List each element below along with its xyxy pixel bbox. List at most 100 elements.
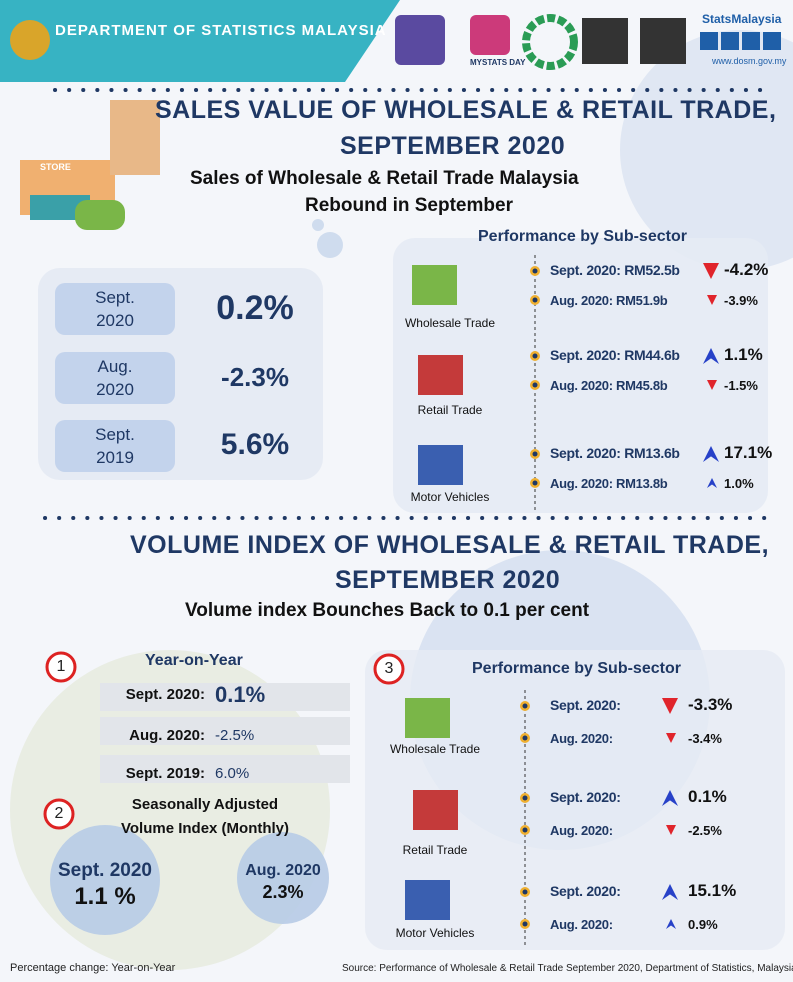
change-value: -3.9%: [724, 293, 758, 308]
trend-arrow: [662, 698, 678, 714]
trend-arrow: [703, 446, 719, 462]
growth-value: 1.1 %: [74, 883, 136, 910]
bullet: [520, 701, 530, 711]
section-title: SALES VALUE OF WHOLESALE & RETAIL TRADE,: [155, 96, 777, 124]
change-value: 17.1%: [724, 443, 773, 462]
change-value: -3.4%: [688, 731, 722, 746]
badge-number: 1: [56, 658, 66, 675]
period-pill: [55, 420, 175, 472]
section-subtitle: Volume index Bounches Back to 0.1 per ce…: [185, 600, 590, 621]
period: Sept.: [95, 425, 135, 444]
row-label: Sept. 2020:: [550, 697, 621, 713]
website: www.dosm.gov.my: [712, 56, 787, 66]
period: Aug.: [97, 357, 133, 376]
badge-number: 2: [54, 805, 64, 822]
number-badge: [43, 798, 75, 830]
row-label: Aug. 2020: RM13.8b: [550, 476, 668, 491]
footnote: Percentage change: Year-on-Year: [10, 962, 176, 974]
panel-heading: Year-on-Year: [145, 652, 243, 669]
bullet: [530, 478, 540, 488]
growth-value: 5.6%: [220, 428, 290, 461]
period-pill: [55, 283, 175, 335]
subsector-name: Motor Vehicles: [410, 490, 490, 504]
store-sign: STORE: [40, 162, 71, 172]
change-value: -1.5%: [724, 378, 758, 393]
bullet: [530, 295, 540, 305]
row-label: Sept. 2020: RM44.6b: [550, 347, 680, 363]
row-label: Aug. 2020:: [550, 823, 613, 838]
section-subtitle: Sales of Wholesale & Retail Trade Malays…: [190, 168, 579, 189]
change-value: 0.1%: [688, 787, 727, 806]
trend-arrow: [662, 884, 678, 900]
subsector-name: Motor Vehicles: [395, 926, 475, 940]
row-label: Sept. 2020:: [550, 883, 621, 899]
logo-text: MYSTATS DAY: [470, 58, 526, 67]
row-label: Aug. 2020:: [550, 731, 613, 746]
row-label: Aug. 2020: RM45.8b: [550, 378, 668, 393]
change-value: 1.1%: [724, 345, 763, 364]
change-value: -2.5%: [688, 823, 722, 838]
trend-arrow: [707, 478, 717, 488]
subsector-name: Wholesale Trade: [404, 316, 496, 330]
row-label: Sept. 2020: RM13.6b: [550, 445, 680, 461]
trend-arrow: [666, 825, 676, 835]
bullet: [520, 793, 530, 803]
bullet: [520, 825, 530, 835]
subsector-name: Retail Trade: [417, 403, 483, 417]
source-note: Source: Performance of Wholesale & Retai…: [342, 963, 793, 974]
growth-value: -2.3%: [221, 362, 289, 393]
row-label: Aug. 2020: RM51.9b: [550, 293, 668, 308]
period: Aug. 2020: [245, 862, 321, 879]
bullet: [530, 266, 540, 276]
row-label: Sept. 2020:: [550, 789, 621, 805]
bullet: [530, 351, 540, 361]
bullet: [520, 887, 530, 897]
panel-heading: Volume Index (Monthly): [120, 820, 290, 837]
row-label: Sept. 2020:: [125, 686, 205, 703]
number-badge: [373, 653, 405, 685]
trend-arrow: [703, 348, 719, 364]
change-value: 1.0%: [724, 476, 754, 491]
performance-title: Performance by Sub-sector: [472, 660, 681, 677]
change-value: -3.3%: [688, 695, 733, 714]
bullet: [530, 449, 540, 459]
period: Sept. 2020: [58, 860, 152, 881]
trend-arrow: [707, 380, 717, 390]
trend-arrow: [707, 295, 717, 305]
growth-value: 2.3%: [262, 882, 304, 902]
organization-name: DEPARTMENT OF STATISTICS MALAYSIA: [55, 22, 387, 39]
number-badge: [45, 651, 77, 683]
period: 2019: [96, 448, 134, 467]
row-label: Sept. 2020: RM52.5b: [550, 262, 680, 278]
section-title: SEPTEMBER 2020: [335, 566, 561, 594]
section-title: VOLUME INDEX OF WHOLESALE & RETAIL TRADE…: [130, 531, 770, 559]
growth-value: 6.0%: [215, 765, 250, 782]
trend-arrow: [662, 790, 678, 806]
period: 2020: [96, 311, 134, 330]
period-pill: [55, 352, 175, 404]
row-label: Aug. 2020:: [550, 917, 613, 932]
subsector-name: Wholesale Trade: [389, 742, 481, 756]
badge-number: 3: [384, 660, 394, 677]
trend-arrow: [666, 919, 676, 929]
row-label: Aug. 2020:: [129, 727, 205, 744]
period: 2020: [96, 380, 134, 399]
change-value: 0.9%: [688, 917, 718, 932]
period: Sept.: [95, 288, 135, 307]
panel-heading: Seasonally Adjusted: [131, 796, 279, 813]
growth-value: 0.1%: [215, 682, 266, 707]
growth-value: 0.2%: [216, 288, 294, 327]
bullet: [530, 380, 540, 390]
change-value: -4.2%: [724, 260, 769, 279]
section-title: SEPTEMBER 2020: [340, 132, 566, 160]
brand: StatsMalaysia: [702, 12, 782, 26]
row-label: Sept. 2019:: [125, 765, 205, 782]
section-subtitle: Rebound in September: [305, 195, 513, 216]
growth-value: -2.5%: [215, 727, 255, 744]
subsector-name: Retail Trade: [402, 843, 468, 857]
performance-title: Performance by Sub-sector: [478, 228, 687, 245]
trend-arrow: [703, 263, 719, 279]
change-value: 15.1%: [688, 881, 737, 900]
